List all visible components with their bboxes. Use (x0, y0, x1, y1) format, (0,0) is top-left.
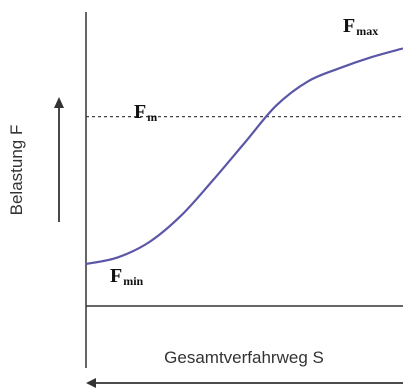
fmax-label: Fmax (343, 15, 378, 38)
y-axis-label: Belastung F (7, 125, 26, 216)
x-axis-label: Gesamtverfahrweg S (164, 348, 324, 367)
x-extent-arrow-icon (86, 378, 403, 388)
load-curve (85, 47, 403, 266)
fm-label: Fm (134, 101, 157, 124)
y-axis-arrow-icon (54, 97, 64, 222)
fmin-label: Fmin (110, 265, 144, 288)
